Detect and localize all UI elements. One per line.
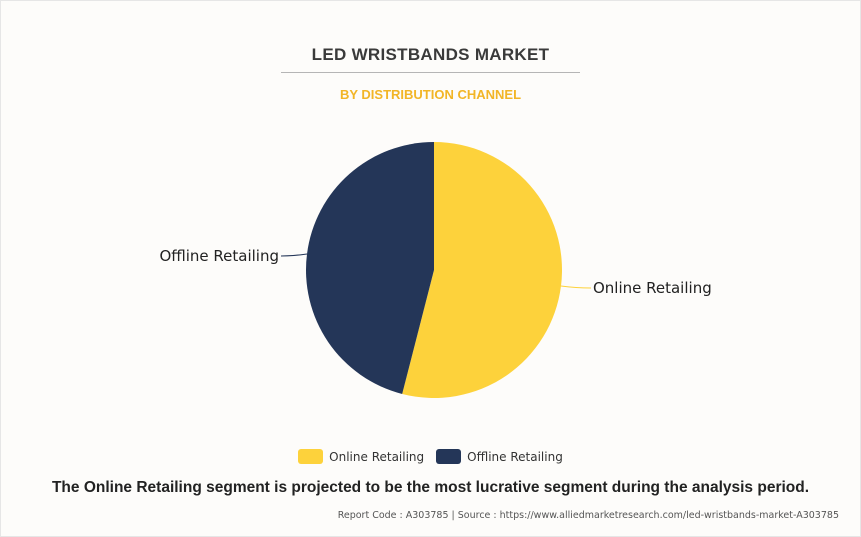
title-underline xyxy=(281,72,580,73)
legend-swatch-offline xyxy=(436,449,462,464)
chart-caption: The Online Retailing segment is projecte… xyxy=(51,479,810,496)
chart-legend: Online Retailing Offline Retailing xyxy=(0,449,861,464)
chart-title: LED WRISTBANDS MARKET xyxy=(311,45,550,64)
slice-label-online-retailing: Online Retailing xyxy=(593,279,712,297)
chart-subtitle: BY DISTRIBUTION CHANNEL xyxy=(339,87,522,102)
report-source-footer: Report Code : A303785 | Source : https:/… xyxy=(337,510,839,521)
pie-slice-offline-retailing[interactable] xyxy=(306,142,434,394)
leader-line-online-retailing xyxy=(560,285,591,289)
legend-item-offline[interactable]: Offline Retailing xyxy=(436,449,563,464)
legend-label-online: Online Retailing xyxy=(329,449,425,464)
pie-slice-online-retailing[interactable] xyxy=(402,142,562,398)
legend-label-offline: Offline Retailing xyxy=(467,449,563,464)
legend-swatch-online xyxy=(298,449,324,464)
legend-item-online[interactable]: Online Retailing xyxy=(298,449,424,464)
leader-line-offline-retailing xyxy=(281,253,308,257)
slice-label-offline-retailing: Offline Retailing xyxy=(159,247,279,265)
